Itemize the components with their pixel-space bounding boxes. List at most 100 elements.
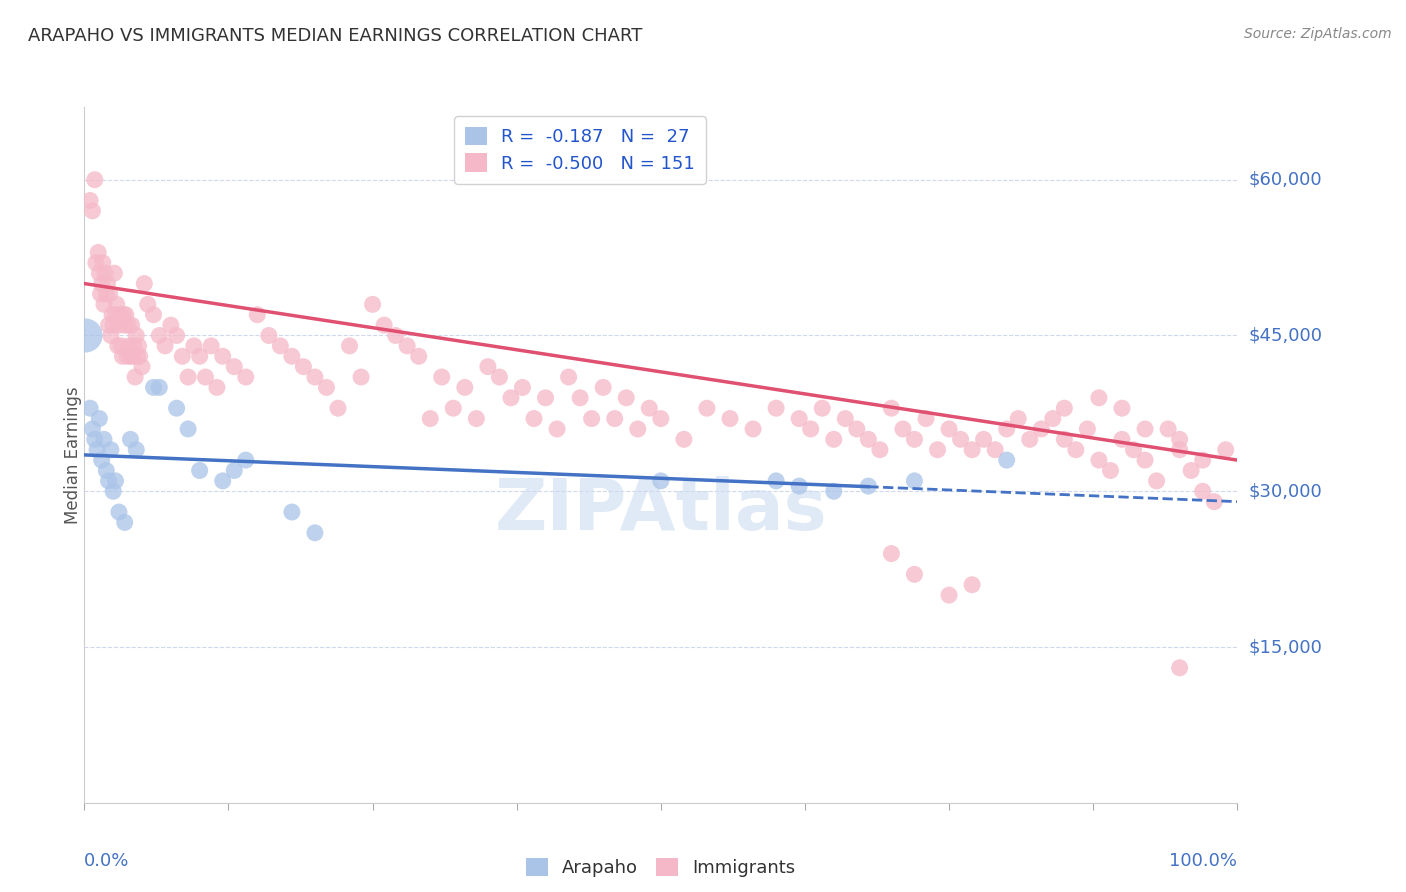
Point: [718, 411, 741, 425]
Point: [83, 172, 105, 186]
Point: [1007, 411, 1029, 425]
Point: [93, 433, 115, 447]
Point: [108, 318, 131, 332]
Point: [200, 339, 222, 353]
Point: [136, 297, 159, 311]
Point: [89, 287, 111, 301]
Point: [112, 308, 135, 322]
Point: [121, 318, 143, 332]
Point: [100, 328, 122, 343]
Point: [134, 277, 156, 291]
Point: [477, 359, 499, 374]
Point: [823, 433, 845, 447]
Point: [82, 422, 104, 436]
Point: [153, 339, 176, 353]
Point: [86, 442, 108, 457]
Point: [834, 411, 856, 425]
Point: [89, 411, 111, 425]
Point: [122, 339, 145, 353]
Point: [995, 453, 1018, 467]
Point: [1157, 422, 1180, 436]
Point: [765, 401, 787, 416]
Point: [1076, 422, 1098, 436]
Point: [938, 588, 960, 602]
Point: [128, 339, 150, 353]
Text: $45,000: $45,000: [1249, 326, 1323, 344]
Point: [384, 328, 406, 343]
Point: [104, 308, 127, 322]
Point: [142, 380, 165, 394]
Point: [1053, 401, 1076, 416]
Point: [160, 318, 183, 332]
Point: [1168, 442, 1191, 457]
Point: [166, 401, 188, 416]
Point: [1042, 411, 1064, 425]
Point: [880, 401, 903, 416]
Text: ARAPAHO VS IMMIGRANTS MEDIAN EARNINGS CORRELATION CHART: ARAPAHO VS IMMIGRANTS MEDIAN EARNINGS CO…: [28, 27, 643, 45]
Point: [1053, 433, 1076, 447]
Point: [84, 256, 107, 270]
Point: [419, 411, 441, 425]
Point: [603, 411, 626, 425]
Point: [1180, 463, 1202, 477]
Point: [235, 453, 257, 467]
Point: [1168, 433, 1191, 447]
Point: [512, 380, 534, 394]
Point: [858, 433, 880, 447]
Point: [1122, 442, 1144, 457]
Point: [82, 203, 104, 218]
Point: [742, 422, 765, 436]
Point: [1088, 453, 1111, 467]
Point: [128, 349, 150, 363]
Point: [350, 370, 373, 384]
Point: [211, 474, 233, 488]
Point: [292, 359, 315, 374]
Point: [915, 411, 938, 425]
Point: [131, 359, 153, 374]
Point: [465, 411, 488, 425]
Point: [454, 380, 477, 394]
Point: [177, 422, 200, 436]
Point: [97, 474, 120, 488]
Point: [96, 287, 118, 301]
Point: [104, 474, 127, 488]
Point: [523, 411, 546, 425]
Point: [103, 266, 125, 280]
Point: [103, 318, 124, 332]
Point: [91, 256, 114, 270]
Point: [1133, 453, 1156, 467]
Point: [499, 391, 522, 405]
Text: 100.0%: 100.0%: [1170, 852, 1237, 870]
Point: [557, 370, 579, 384]
Point: [257, 328, 280, 343]
Point: [269, 339, 291, 353]
Text: $30,000: $30,000: [1249, 483, 1322, 500]
Point: [281, 505, 304, 519]
Text: ZIPAtlas: ZIPAtlas: [495, 476, 827, 545]
Point: [75, 328, 97, 343]
Point: [800, 422, 823, 436]
Point: [811, 401, 834, 416]
Point: [97, 318, 120, 332]
Point: [1191, 453, 1213, 467]
Point: [100, 442, 122, 457]
Point: [79, 194, 101, 208]
Point: [125, 442, 148, 457]
Point: [188, 349, 211, 363]
Point: [672, 433, 695, 447]
Point: [1133, 422, 1156, 436]
Point: [315, 380, 337, 394]
Point: [903, 433, 925, 447]
Point: [546, 422, 568, 436]
Point: [281, 349, 304, 363]
Point: [858, 479, 880, 493]
Point: [1018, 433, 1040, 447]
Point: [973, 433, 995, 447]
Point: [1215, 442, 1237, 457]
Point: [1204, 494, 1226, 508]
Point: [569, 391, 592, 405]
Point: [880, 547, 903, 561]
Point: [823, 484, 845, 499]
Point: [488, 370, 510, 384]
Point: [90, 453, 112, 467]
